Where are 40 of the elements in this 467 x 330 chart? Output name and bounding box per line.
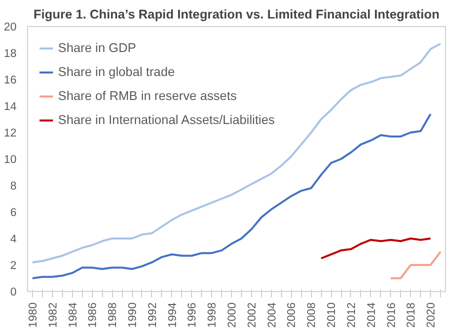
y-tick-label: 0	[10, 286, 17, 298]
x-tick-label: 1990	[127, 302, 139, 328]
x-tick-label: 1992	[146, 302, 159, 328]
x-tick-label: 1982	[47, 302, 60, 328]
y-tick-label: 18	[4, 48, 17, 60]
y-tick-label: 14	[4, 101, 17, 113]
x-tick-label: 1994	[166, 302, 179, 328]
y-tick-label: 6	[10, 207, 17, 219]
line-series	[320, 238, 432, 260]
x-tick-label: 2016	[386, 302, 398, 328]
x-tick-label: 1996	[186, 302, 199, 328]
y-tick-label: 2	[10, 260, 17, 272]
x-tick-label: 1980	[27, 302, 40, 328]
x-tick-label: 2008	[306, 302, 318, 328]
x-tick-label: 2018	[406, 302, 418, 328]
chart-title: Figure 1. China’s Rapid Integration vs. Limited Financial Integration	[34, 8, 440, 22]
y-tick-label: 10	[4, 154, 17, 166]
x-tick-label: 2000	[226, 302, 239, 328]
x-tick-label: 2002	[246, 302, 258, 328]
x-tick-label: 2004	[266, 302, 278, 328]
x-tick-label: 1984	[67, 302, 80, 328]
x-tick-label: 2014	[366, 302, 378, 328]
y-tick-label: 20	[4, 22, 17, 34]
x-tick-label: 1986	[87, 302, 100, 328]
legend-label: Share of RMB in reserve assets	[58, 89, 237, 103]
line-series	[31, 42, 442, 264]
line-series	[31, 112, 432, 280]
x-tick-label: 1998	[206, 302, 219, 328]
x-tick-label: 1988	[107, 302, 120, 328]
x-tick-label: 2020	[426, 302, 438, 328]
x-tick-label: 2012	[346, 302, 358, 328]
y-tick-label: 12	[4, 128, 17, 140]
legend-label: Share in global trade	[58, 65, 175, 79]
x-tick-label: 2006	[286, 302, 298, 328]
legend-label: Share in GDP	[58, 41, 136, 55]
legend-label: Share in International Assets/Liabilities	[58, 113, 275, 127]
y-tick-label: 16	[4, 74, 17, 86]
y-tick-label: 8	[10, 180, 17, 192]
y-tick-label: 4	[10, 234, 17, 246]
x-tick-label: 2010	[326, 302, 338, 328]
